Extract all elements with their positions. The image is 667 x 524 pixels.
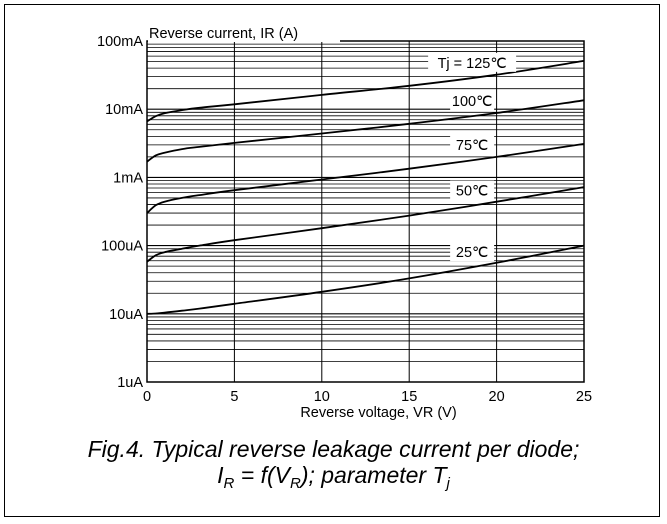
series-label-background bbox=[450, 180, 495, 200]
x-tick-label: 10 bbox=[314, 389, 330, 405]
y-tick-label: 100uA bbox=[101, 239, 143, 255]
y-tick-label: 10mA bbox=[105, 102, 143, 118]
y-tick-label: 100mA bbox=[97, 34, 143, 50]
series-label: Tj = 125℃ bbox=[438, 56, 507, 72]
series-line bbox=[146, 60, 585, 123]
plot-area-border bbox=[146, 40, 585, 383]
x-tick-label: 5 bbox=[230, 389, 238, 405]
caption-ir-symbol: I bbox=[217, 462, 224, 488]
series-label: 100℃ bbox=[452, 94, 492, 110]
x-tick-label: 20 bbox=[489, 389, 505, 405]
caption-parameter-text: ); parameter T bbox=[300, 462, 447, 488]
caption-ir-subscript: R bbox=[223, 475, 235, 492]
chart: Tj = 125℃ 100℃ 75℃ 50℃ 25℃ 1uA 10uA 100uA 1mA 10… bbox=[97, 26, 592, 421]
series-line bbox=[146, 244, 585, 315]
figure-caption-line2: IR = f(VR); parameter Tj bbox=[0, 462, 667, 497]
x-axis-title: Reverse voltage, VR (V) bbox=[300, 405, 456, 421]
series-label-background bbox=[450, 135, 495, 155]
caption-tj-subscript: j bbox=[446, 475, 450, 492]
y-tick-label: 10uA bbox=[109, 307, 143, 323]
x-tick-label: 25 bbox=[576, 389, 592, 405]
series-label-background bbox=[450, 242, 495, 262]
figure-caption-line1: Fig.4. Typical reverse leakage current p… bbox=[87, 436, 580, 462]
series-line bbox=[146, 99, 585, 163]
y-axis-title-background bbox=[148, 26, 340, 42]
figure-frame bbox=[4, 4, 660, 517]
grid bbox=[146, 40, 585, 383]
x-tick-label: 0 bbox=[143, 389, 151, 405]
axis-ticks: 1uA 10uA 100uA 1mA 10mA 100mA 0 5 10 15 20 25 bbox=[97, 34, 592, 405]
series-line bbox=[146, 186, 585, 263]
series-line bbox=[146, 143, 585, 214]
series-label: 50℃ bbox=[456, 184, 488, 200]
y-axis-title: Reverse current, IR (A) bbox=[149, 26, 298, 42]
caption-vr-subscript: R bbox=[289, 475, 301, 492]
series-lines bbox=[146, 60, 585, 315]
series-labels: Tj = 125℃ 100℃ 75℃ 50℃ 25℃ bbox=[428, 52, 517, 262]
series-label-background bbox=[450, 91, 495, 111]
y-tick-label: 1uA bbox=[117, 375, 143, 391]
series-label: 25℃ bbox=[456, 245, 488, 261]
caption-function-text: = f(V bbox=[234, 462, 290, 488]
series-label: 75℃ bbox=[456, 138, 488, 154]
y-tick-label: 1mA bbox=[113, 170, 143, 186]
x-tick-label: 15 bbox=[401, 389, 417, 405]
series-label-background bbox=[428, 52, 517, 72]
